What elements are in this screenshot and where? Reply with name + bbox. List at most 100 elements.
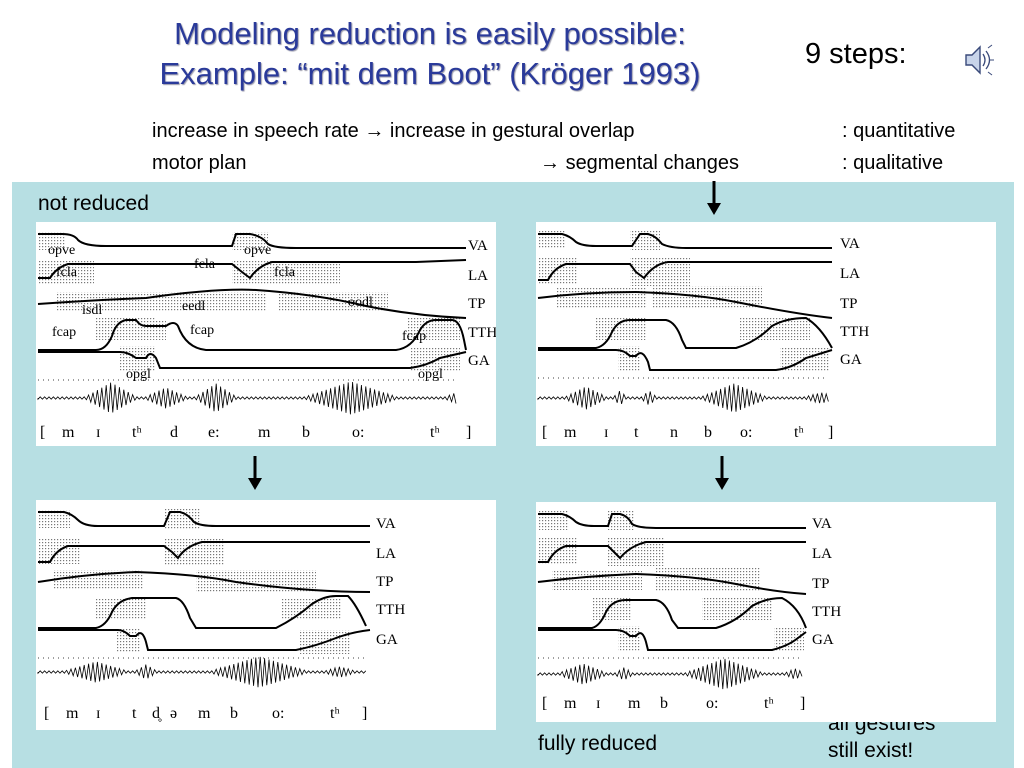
gestural-score-diagram: VA LA TP TTH GA [m ɪ m b o: tʰ]	[537, 510, 841, 712]
transcription-symbol: [	[542, 424, 547, 441]
gesture-box	[38, 510, 70, 528]
transcription-symbol: d̥	[152, 705, 162, 722]
tier-label-la: LA	[376, 546, 396, 562]
transcription-symbol: [	[40, 424, 45, 441]
transcription-symbol: ]	[466, 424, 471, 441]
gesture-box	[556, 288, 646, 308]
gesture-box	[164, 508, 200, 530]
gesture-label: opgl	[126, 367, 151, 382]
tier-label-va: VA	[840, 236, 860, 252]
statement-line-2-right: → segmental changes	[540, 152, 739, 175]
transcription-symbol: m	[198, 705, 211, 722]
gesture-box	[38, 232, 66, 250]
tier-label-ga: GA	[376, 632, 398, 648]
transcription-symbol: ]	[828, 424, 833, 441]
gesture-box	[116, 628, 140, 652]
gesture-box	[596, 318, 646, 340]
articulator-trajectory	[37, 570, 371, 593]
arrow-right-icon: →	[364, 120, 385, 142]
transcription-symbol: m	[564, 695, 577, 712]
speaker-icon[interactable]	[962, 42, 996, 83]
transcription-symbol: ]	[800, 695, 805, 712]
speech-waveform	[37, 656, 367, 688]
gesture-box	[282, 598, 342, 620]
down-arrow-icon	[707, 181, 721, 215]
articulator-trajectory	[38, 511, 370, 527]
articulator-trajectory	[538, 596, 807, 629]
articulator-trajectory	[38, 319, 467, 351]
arrow-right-icon: →	[540, 152, 560, 174]
gesture-box	[268, 260, 340, 284]
articulator-trajectory	[537, 572, 807, 595]
articulator-trajectory	[38, 595, 367, 629]
transcription-symbol: m	[62, 424, 75, 441]
gesture-label: fcla	[56, 265, 78, 280]
transcription-symbol: tʰ	[430, 424, 440, 441]
speech-waveform	[37, 381, 457, 415]
articulator-trajectory	[37, 288, 467, 319]
gesture-label: opve	[48, 243, 75, 258]
transcription-symbol: tʰ	[794, 424, 804, 441]
gesture-box	[96, 598, 146, 620]
gesture-box	[136, 320, 166, 340]
transcription-symbol: m	[258, 424, 271, 441]
gesture-label: eedl	[182, 299, 205, 314]
tier-label-la: LA	[812, 546, 832, 562]
gesture-box	[740, 318, 810, 340]
tier-label-la: LA	[840, 266, 860, 282]
transcription-symbol: o:	[352, 424, 364, 441]
gestural-score-not-reduced: VA LA TP TTH GA[m ɪ tʰ d e: m b o: tʰ] opve fcla fcla op…	[36, 222, 496, 446]
transcription-symbol: o:	[272, 705, 284, 722]
gesture-box	[196, 570, 316, 592]
articulator-trajectory	[38, 541, 370, 563]
gesture-box	[146, 292, 266, 312]
speech-waveform	[537, 658, 803, 690]
gesture-box	[538, 230, 566, 248]
transcription-symbol: tʰ	[764, 695, 774, 712]
gestural-score-step-2: VA LA TP TTH GA [m ɪ t n b o: tʰ]	[536, 222, 996, 446]
articulator-trajectory	[538, 233, 832, 249]
gesture-box	[592, 598, 632, 620]
gesture-label: fcap	[402, 329, 426, 344]
articulator-trajectory	[38, 259, 467, 280]
transcription-symbol: d	[170, 424, 178, 441]
gesture-label: isdl	[82, 303, 102, 318]
transcription-symbol: ]	[362, 705, 367, 722]
tier-label-tp: TP	[812, 576, 830, 592]
gestures-note-line-2: still exist!	[828, 739, 914, 762]
line2-left-text: motor plan	[152, 152, 247, 174]
transcription-symbol: b	[302, 424, 310, 441]
line2-kind: : qualitative	[842, 152, 944, 174]
title-line-2: Example: “mit dem Boot” (Kröger 1993)	[159, 56, 701, 91]
tier-label-va: VA	[376, 516, 396, 532]
articulator-trajectory	[38, 629, 371, 651]
gesture-label: opve	[244, 243, 271, 258]
transcription-symbol: [	[44, 705, 49, 722]
gesture-label: fcap	[190, 323, 214, 338]
tier-label-va: VA	[812, 516, 832, 532]
tier-label-va: VA	[468, 238, 488, 254]
gesture-box	[552, 570, 642, 590]
transcription-symbol: ə	[170, 705, 177, 722]
transcription-symbol: ɪ	[96, 705, 100, 722]
gestural-score-diagram: VA LA TP TTH GA [m ɪ t n b o: tʰ]	[537, 230, 869, 441]
gesture-label: fcap	[52, 325, 76, 340]
articulator-trajectory	[537, 290, 833, 319]
not-reduced-label: not reduced	[38, 192, 149, 215]
tier-label-tp: TP	[840, 296, 858, 312]
transcription-symbol: e:	[208, 424, 220, 441]
transcription-symbol: b	[230, 705, 238, 722]
tier-label-tth: TTH	[376, 602, 405, 618]
articulator-trajectory	[538, 513, 806, 529]
transcription-symbol: tʰ	[132, 424, 142, 441]
gesture-box	[232, 260, 268, 284]
line2-right-text: segmental changes	[565, 152, 740, 174]
transcription-symbol: b	[704, 424, 712, 441]
tier-label-ga: GA	[840, 352, 862, 368]
gesture-box	[702, 598, 772, 620]
transcription-symbol: n	[670, 424, 678, 441]
line1-right-text: increase in gestural overlap	[389, 120, 635, 142]
transcription-symbol: ɪ	[604, 424, 608, 441]
